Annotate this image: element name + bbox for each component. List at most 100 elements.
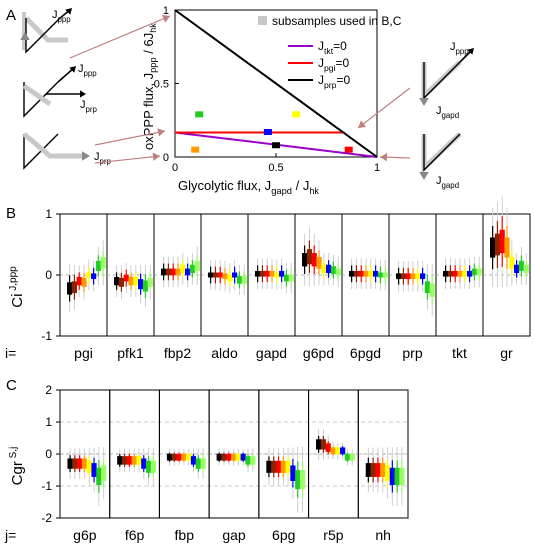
panel-c-category-label: r5p <box>323 527 343 543</box>
panel-b-box <box>91 273 97 280</box>
diag3-grey <box>22 132 84 159</box>
panel-c-box <box>316 439 322 450</box>
panel-b-box <box>283 274 290 282</box>
panel-c-box <box>96 467 102 486</box>
panel-c-box <box>200 458 206 469</box>
panel-c-box <box>271 460 277 473</box>
panel-c-box <box>150 460 156 473</box>
panel-c-box <box>330 447 336 455</box>
panel-b-box <box>462 270 468 277</box>
panel-b-box <box>499 229 505 254</box>
panel-b-box <box>382 272 388 278</box>
panel-c-box <box>121 456 128 465</box>
panel-c-ytick-label: -1 <box>41 479 52 493</box>
panel-b-box <box>81 277 87 287</box>
panel-c-box <box>299 470 306 490</box>
panel-b-box <box>288 274 294 282</box>
panel-c-ytick-label: -2 <box>41 511 52 525</box>
panel-b-box <box>142 280 149 292</box>
panel-c-category-label: 6pg <box>272 527 295 543</box>
panel-c-box <box>295 470 301 490</box>
panel-c-box <box>216 453 222 461</box>
panel-b-box <box>118 277 125 287</box>
diag2-out1 <box>57 67 75 83</box>
diag1-grey-path <box>24 16 68 43</box>
panel-b-box <box>494 233 501 256</box>
panel-b-box <box>279 270 285 277</box>
panel-b-category-label: 6pgd <box>350 345 381 361</box>
panel-b-box <box>170 268 176 276</box>
panel-b-box <box>353 270 360 277</box>
panel-b-category-label: pgi <box>74 345 93 361</box>
panel-b-box <box>227 274 233 282</box>
panel-b-box <box>514 264 520 274</box>
panel-b-box <box>236 276 243 284</box>
legend-label-1: Jpgi=0 <box>318 56 350 73</box>
panel-b-box <box>518 260 525 271</box>
panel-c-box <box>365 463 371 477</box>
panel-b-category-label: pfk1 <box>117 345 144 361</box>
panel-c-box <box>335 447 341 455</box>
y-tick-label: 0 <box>163 152 169 164</box>
panel-b-box <box>185 268 191 276</box>
panel-c-box <box>221 453 227 461</box>
panel-b-box <box>363 270 369 277</box>
panel-c-category-label: gap <box>222 527 246 543</box>
panel-b-ylabel: Ci J,ppp <box>8 266 26 308</box>
panel-c-box <box>136 456 142 465</box>
panel-c-box <box>240 453 246 461</box>
legend-swatch-subsamples <box>258 16 267 25</box>
panel-c-box <box>171 453 177 461</box>
panel-b-box <box>358 270 364 277</box>
panel-c-box <box>380 463 386 477</box>
x-axis-label: Glycolytic flux, Jgapd / Jhk <box>178 178 319 196</box>
panel-b-box <box>523 264 529 274</box>
panel-c-box <box>290 465 296 481</box>
panel-b-ytick-label: -1 <box>41 329 52 343</box>
panel-b-box <box>420 273 426 280</box>
panel-b-box <box>114 276 120 286</box>
panel-c-box <box>126 456 132 465</box>
diagR1-label2: Jgapd <box>436 105 459 120</box>
panel-c-box <box>280 460 286 473</box>
y-axis-label: oxPPP flux, Jppp / 6Jhk <box>141 23 158 150</box>
panel-b-box <box>138 279 144 290</box>
data-marker-4 <box>191 146 200 153</box>
panel-b-box <box>373 270 379 277</box>
diagR1-triangle <box>423 61 461 100</box>
panel-b-box <box>95 260 102 271</box>
panel-b-box <box>335 268 341 276</box>
panel-b-box <box>306 249 313 265</box>
panel-label-a: A <box>6 7 16 24</box>
connector-4 <box>357 87 411 129</box>
panel-c-box <box>235 453 241 461</box>
panel-c-box <box>275 460 282 473</box>
panel-c-box <box>320 439 327 450</box>
connector-4-head <box>358 120 367 128</box>
panel-b-box <box>316 256 322 269</box>
panel-b-category-label: tkt <box>452 345 467 361</box>
panel-c-box <box>190 456 197 465</box>
diag3-triangle <box>23 133 59 170</box>
legend-subsamples: subsamples used in B,C <box>272 14 402 28</box>
x-tick-label: 1 <box>374 162 380 174</box>
panel-c-box <box>91 463 97 477</box>
panel-b-box <box>410 273 416 280</box>
diagR1-label1: Jppp <box>450 41 469 56</box>
panel-c-ytick-label: 0 <box>45 447 52 461</box>
data-marker-2 <box>263 129 272 136</box>
panel-c-box <box>226 453 232 461</box>
panel-c-box <box>195 458 201 469</box>
legend-label-0: Jtkt=0 <box>318 39 347 56</box>
connector-2-head <box>157 128 165 137</box>
panel-b-category-label: gr <box>500 345 513 361</box>
panel-b-category-label: g6pd <box>303 345 334 361</box>
panel-b-box <box>232 272 238 278</box>
panel-c-box <box>266 460 272 473</box>
panel-b-box <box>189 264 196 274</box>
panel-b-box <box>147 277 153 287</box>
diag2-arrow2 <box>80 90 86 98</box>
panel-b-box <box>490 237 496 258</box>
connector-3 <box>94 155 161 164</box>
